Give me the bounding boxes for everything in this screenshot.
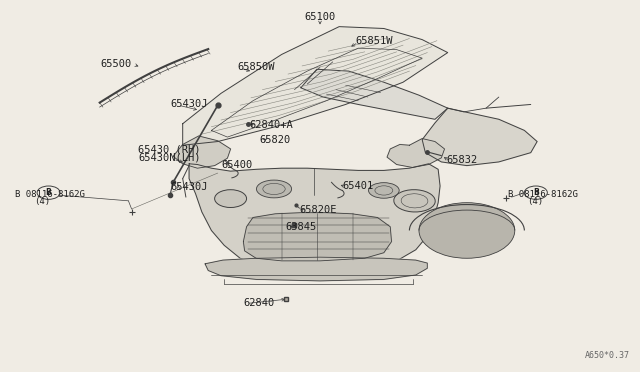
Polygon shape	[387, 138, 445, 167]
Polygon shape	[301, 69, 448, 119]
Ellipse shape	[214, 190, 246, 208]
Ellipse shape	[394, 190, 435, 212]
Polygon shape	[422, 108, 537, 166]
Text: 63845: 63845	[285, 222, 316, 232]
Text: 65430 (RH): 65430 (RH)	[138, 145, 200, 155]
Text: 65820: 65820	[259, 135, 291, 145]
Text: 62840+A: 62840+A	[250, 120, 294, 130]
Polygon shape	[205, 257, 428, 281]
Text: B: B	[45, 188, 51, 197]
Text: 65850W: 65850W	[237, 62, 275, 73]
Text: A650*0.37: A650*0.37	[585, 351, 630, 360]
Text: (4): (4)	[527, 197, 543, 206]
Text: 65832: 65832	[447, 155, 477, 165]
Wedge shape	[419, 203, 515, 258]
Text: 65820E: 65820E	[300, 205, 337, 215]
Text: 62840: 62840	[243, 298, 275, 308]
Text: B 08116-8162G: B 08116-8162G	[15, 190, 84, 199]
Text: 65430J: 65430J	[170, 99, 207, 109]
Polygon shape	[243, 213, 392, 261]
Ellipse shape	[257, 180, 292, 198]
Text: 65430J: 65430J	[170, 182, 207, 192]
Text: 65500: 65500	[100, 59, 132, 69]
Polygon shape	[182, 27, 448, 145]
Text: 65851W: 65851W	[355, 36, 392, 46]
Text: 65430N(LH): 65430N(LH)	[138, 152, 200, 162]
Text: B: B	[533, 188, 539, 197]
Text: 65401: 65401	[342, 181, 374, 191]
Text: B 08116-8162G: B 08116-8162G	[508, 190, 579, 199]
Polygon shape	[173, 136, 230, 168]
Text: 65100: 65100	[305, 12, 335, 22]
Polygon shape	[189, 164, 440, 273]
Text: (4): (4)	[34, 197, 50, 206]
Text: 65400: 65400	[221, 160, 252, 170]
Ellipse shape	[369, 183, 399, 198]
